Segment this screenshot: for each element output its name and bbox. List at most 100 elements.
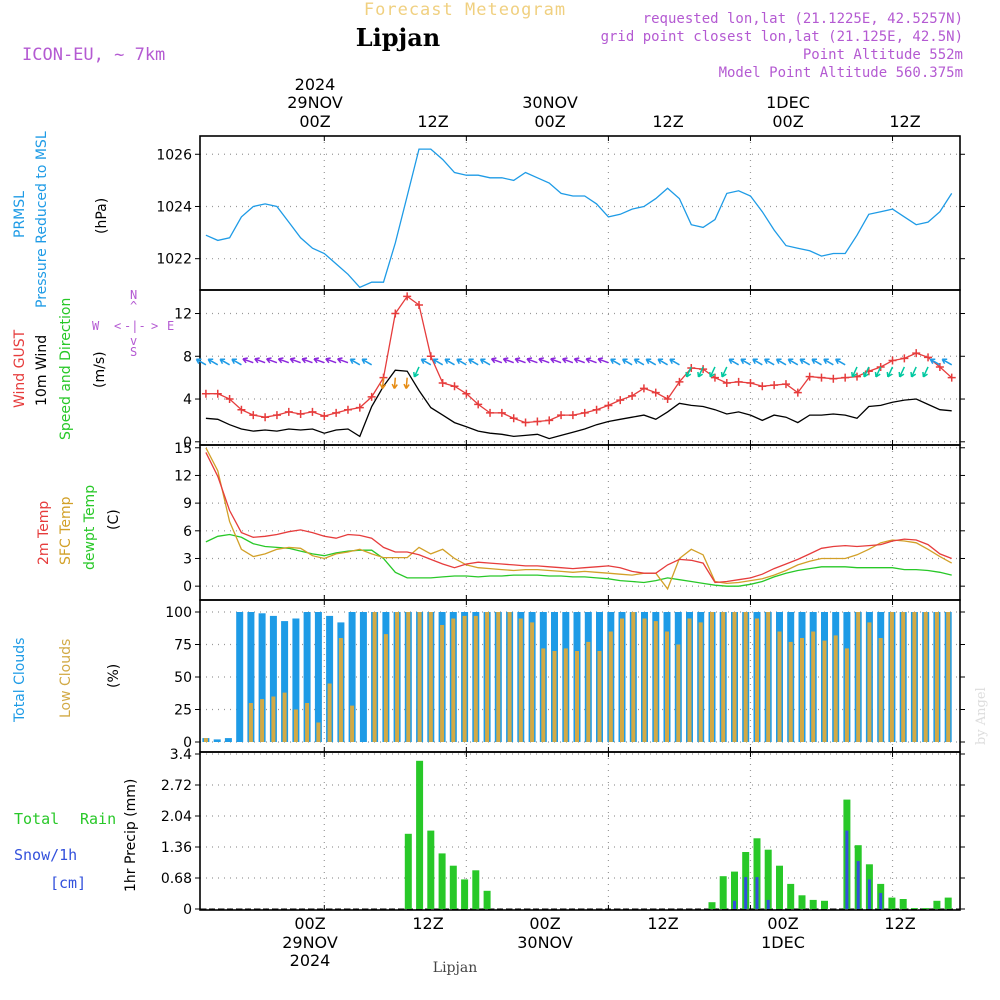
bottom-axis-label: 00Z bbox=[529, 914, 560, 933]
wind-direction-arrow bbox=[645, 358, 657, 366]
gust-marker bbox=[592, 405, 601, 414]
top-title: Forecast Meteogram bbox=[364, 0, 566, 20]
wind-direction-arrow bbox=[313, 357, 325, 364]
model-label: ICON-EU, ~ 7km bbox=[22, 45, 165, 65]
label-total-clouds: Total Clouds bbox=[12, 638, 28, 723]
panel-clouds: 0 25 50 75 100 bbox=[165, 599, 965, 753]
gust-marker bbox=[332, 408, 341, 417]
total-cloud-bar bbox=[348, 612, 356, 742]
gust-marker bbox=[450, 382, 459, 391]
low-cloud-bar bbox=[338, 638, 343, 742]
panel-wind: 0 4 8 12 bbox=[174, 289, 965, 451]
rain-bar bbox=[416, 760, 424, 909]
cloud-labels: Total Clouds Low Clouds (%) bbox=[12, 638, 122, 723]
gust-marker bbox=[272, 411, 281, 420]
compass-s: S bbox=[130, 345, 137, 359]
gust-marker bbox=[225, 395, 234, 404]
y-tick-label: 3 bbox=[183, 551, 192, 567]
low-cloud-bar bbox=[530, 622, 535, 742]
low-cloud-bar bbox=[833, 635, 838, 742]
wind-direction-arrow bbox=[910, 366, 917, 378]
gust-marker bbox=[628, 391, 637, 400]
y-tick-label: 15 bbox=[174, 441, 192, 457]
dewpoint-line bbox=[205, 533, 952, 587]
low-cloud-bar bbox=[305, 703, 310, 742]
gust-marker bbox=[296, 410, 305, 418]
rain-bar bbox=[933, 900, 941, 909]
gust-marker bbox=[758, 382, 767, 391]
bottom-axis-label: 2024 bbox=[290, 951, 331, 970]
y-tick-label: 0 bbox=[183, 435, 192, 451]
wind-direction-arrow bbox=[207, 358, 219, 366]
label-pressure-msl: Pressure Reduced to MSL bbox=[34, 131, 50, 308]
wind-direction-arrow bbox=[851, 366, 858, 378]
y-tick-label: 75 bbox=[174, 638, 192, 654]
compass-arrow-w: < bbox=[114, 319, 121, 333]
low-cloud-bar bbox=[710, 612, 714, 742]
compass-arrow-e: > bbox=[151, 319, 158, 333]
wind-direction-arrow bbox=[361, 358, 373, 366]
bottom-axis-label: 12Z bbox=[884, 914, 915, 933]
wind-direction-arrow bbox=[391, 377, 398, 390]
snow-bar bbox=[744, 877, 748, 909]
wind-direction-arrow bbox=[585, 357, 597, 364]
rain-bar bbox=[809, 899, 817, 909]
gust-marker bbox=[580, 408, 589, 417]
total-cloud-bar bbox=[236, 612, 244, 742]
panel-temperature: 0 3 6 9 12 15 bbox=[174, 441, 965, 601]
wind-direction-arrow bbox=[823, 358, 834, 366]
total-cloud-bar bbox=[269, 615, 277, 742]
rain-bar bbox=[449, 865, 457, 909]
label-dewpt-temp: dewpt Temp bbox=[82, 485, 98, 570]
wind-direction-arrow bbox=[922, 366, 929, 378]
low-cloud-bar bbox=[372, 612, 377, 742]
top-axis-label: 00Z bbox=[772, 112, 803, 131]
wind-direction-arrow bbox=[403, 377, 410, 390]
low-cloud-bar bbox=[203, 738, 208, 742]
y-tick-label: 12 bbox=[174, 468, 192, 484]
low-cloud-bar bbox=[923, 612, 928, 742]
top-axis-label: 29NOV bbox=[287, 93, 343, 112]
total-cloud-bar bbox=[213, 739, 221, 742]
low-cloud-bar bbox=[889, 612, 894, 742]
y-tick-label: 2.04 bbox=[161, 809, 192, 825]
compass-e: E bbox=[167, 319, 174, 333]
total-cloud-bar bbox=[281, 621, 289, 742]
wind-direction-arrow bbox=[834, 358, 846, 366]
rain-bar bbox=[753, 838, 761, 909]
wind-direction-arrow bbox=[752, 358, 763, 366]
low-cloud-bar bbox=[912, 612, 917, 742]
gust-marker bbox=[793, 388, 802, 397]
top-axis-label: 00Z bbox=[534, 112, 565, 131]
gust-marker bbox=[521, 418, 530, 427]
gust-marker bbox=[533, 417, 542, 426]
rain-bar bbox=[798, 895, 806, 909]
panels: 1022102410260481203691215025507510000.68… bbox=[156, 135, 965, 918]
rain-bar bbox=[461, 879, 469, 909]
gust-line bbox=[205, 295, 953, 424]
low-cloud-bar bbox=[586, 641, 591, 742]
gust-marker bbox=[261, 413, 270, 422]
gust-marker bbox=[651, 388, 660, 397]
wind-direction-arrow bbox=[862, 366, 870, 378]
low-cloud-bar bbox=[507, 612, 512, 742]
gust-marker bbox=[320, 412, 329, 421]
gust-marker bbox=[509, 414, 518, 423]
top-axis-label: 12Z bbox=[417, 112, 448, 131]
low-cloud-bar bbox=[271, 696, 276, 742]
low-cloud-bar bbox=[552, 651, 557, 742]
label-percent: (%) bbox=[106, 664, 122, 688]
low-cloud-bar bbox=[788, 641, 793, 742]
footer-location: Lipjan bbox=[433, 960, 477, 976]
label-rain: Rain bbox=[80, 810, 116, 828]
rain-bar bbox=[708, 902, 716, 909]
gust-marker bbox=[213, 389, 222, 398]
low-cloud-bar bbox=[383, 634, 388, 742]
y-tick-label: 12 bbox=[174, 307, 192, 323]
wind-direction-arrow bbox=[242, 357, 254, 364]
low-cloud-bar bbox=[260, 699, 265, 742]
rain-bar bbox=[427, 830, 435, 909]
gust-marker bbox=[734, 377, 743, 386]
low-cloud-bar bbox=[541, 648, 546, 742]
total-cloud-bar bbox=[292, 618, 300, 742]
